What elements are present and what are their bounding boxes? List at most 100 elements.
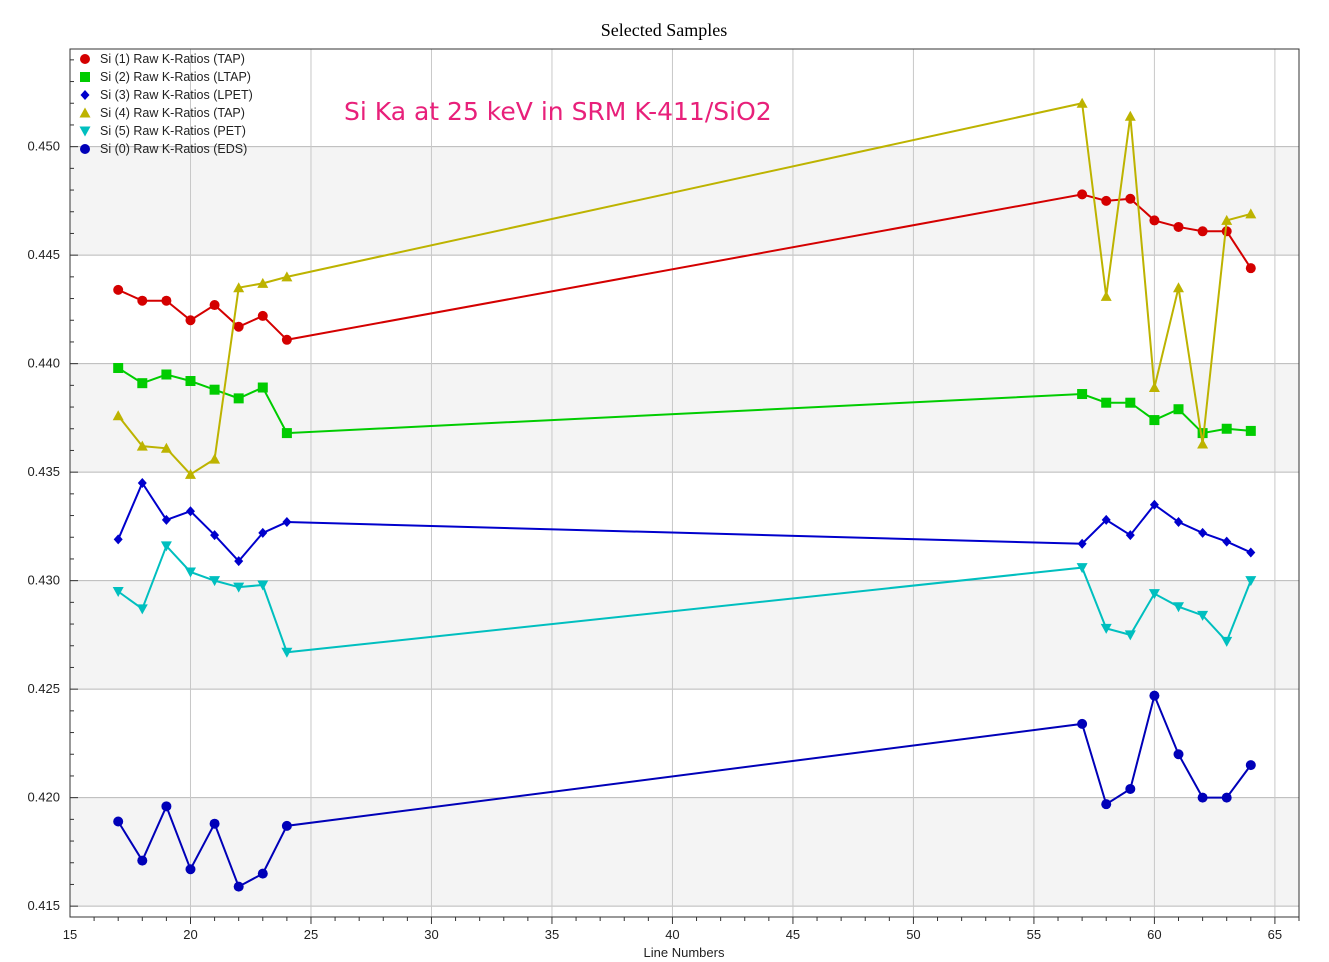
data-point	[1124, 630, 1136, 641]
series-0	[113, 189, 1256, 345]
data-point	[281, 820, 292, 831]
data-point	[209, 453, 221, 464]
data-point	[137, 378, 148, 389]
x-tick-label: 25	[304, 927, 318, 942]
data-point	[137, 478, 147, 488]
series-line	[117, 692, 1252, 889]
data-point	[1245, 263, 1256, 274]
data-point	[257, 310, 268, 321]
legend-marker	[80, 72, 90, 82]
data-point	[1245, 425, 1256, 436]
x-axis-label: Line Numbers	[644, 945, 725, 960]
legend-item: Si (2) Raw K-Ratios (LTAP)	[80, 70, 251, 84]
data-point	[1221, 792, 1232, 803]
data-point	[136, 604, 148, 615]
data-point	[1125, 783, 1136, 794]
data-point	[1198, 527, 1208, 538]
data-point	[234, 556, 244, 567]
legend-label: Si (2) Raw K-Ratios (LTAP)	[100, 70, 251, 84]
data-point	[185, 315, 196, 326]
data-point	[1101, 397, 1112, 408]
data-point	[1149, 215, 1160, 226]
data-point	[1076, 563, 1088, 574]
data-point	[257, 277, 269, 288]
data-point	[1245, 208, 1257, 219]
data-point	[1221, 636, 1233, 647]
legend-item: Si (0) Raw K-Ratios (EDS)	[80, 142, 247, 156]
data-point	[1100, 623, 1112, 634]
data-point	[113, 816, 124, 827]
data-point	[1101, 799, 1112, 810]
series-line	[117, 367, 1251, 435]
data-point	[1173, 404, 1184, 415]
series-3	[112, 97, 1257, 479]
data-point	[1221, 226, 1232, 237]
data-point	[1246, 547, 1256, 558]
x-tick-label: 55	[1027, 927, 1041, 942]
x-tick-label: 20	[183, 927, 197, 942]
chart-title: Selected Samples	[601, 20, 727, 40]
y-tick-label: 0.420	[27, 790, 60, 805]
data-point	[1101, 514, 1111, 525]
data-point	[161, 295, 172, 306]
data-point	[113, 534, 123, 545]
data-point	[161, 369, 172, 380]
data-point	[281, 271, 293, 282]
data-point	[1173, 282, 1185, 293]
data-point	[1077, 189, 1088, 200]
data-point	[1197, 438, 1209, 449]
legend-item: Si (3) Raw K-Ratios (LPET)	[80, 88, 253, 102]
series-line	[117, 102, 1252, 476]
data-point	[1077, 389, 1088, 400]
data-point	[1077, 538, 1087, 549]
data-point	[281, 647, 293, 658]
data-point	[1174, 517, 1184, 528]
data-point	[185, 376, 196, 387]
data-point	[136, 440, 148, 451]
x-tick-label: 60	[1147, 927, 1161, 942]
y-tick-label: 0.425	[27, 681, 60, 696]
data-point	[137, 855, 148, 866]
data-point	[1173, 602, 1185, 613]
y-tick-label: 0.430	[27, 573, 60, 588]
data-point	[1197, 792, 1208, 803]
data-point	[1125, 193, 1136, 204]
data-point	[184, 468, 196, 479]
data-point	[281, 428, 292, 439]
plot-background-bands	[70, 146, 1299, 907]
data-point	[1197, 226, 1208, 237]
data-point	[112, 587, 124, 597]
legend-label: Si (3) Raw K-Ratios (LPET)	[100, 88, 253, 102]
data-point	[160, 541, 172, 552]
data-point	[1148, 382, 1160, 393]
data-point	[1149, 690, 1160, 701]
series-line	[117, 193, 1252, 341]
background-band	[70, 797, 1299, 907]
data-point	[1125, 397, 1136, 408]
data-point	[233, 282, 245, 293]
data-point	[209, 576, 221, 587]
data-point	[1245, 760, 1256, 771]
data-point	[161, 801, 172, 812]
data-point	[137, 295, 148, 306]
plot-area	[69, 48, 1300, 918]
data-point	[113, 362, 124, 373]
y-tick-label: 0.450	[27, 139, 60, 154]
data-point	[210, 530, 220, 541]
data-point	[184, 567, 196, 578]
background-band	[70, 580, 1299, 690]
legend-item: Si (4) Raw K-Ratios (TAP)	[79, 106, 245, 120]
data-point	[1100, 290, 1112, 301]
legend-label: Si (5) Raw K-Ratios (PET)	[100, 124, 246, 138]
data-point	[1221, 214, 1233, 225]
x-tick-label: 15	[63, 927, 77, 942]
data-point	[1197, 428, 1208, 439]
legend: Si (1) Raw K-Ratios (TAP) Si (2) Raw K-Ra…	[79, 52, 253, 156]
legend-marker	[79, 107, 91, 118]
data-point	[185, 864, 196, 875]
data-point	[1149, 415, 1160, 426]
series-line	[117, 544, 1252, 654]
data-point	[233, 582, 245, 593]
y-tick-label: 0.440	[27, 356, 60, 371]
